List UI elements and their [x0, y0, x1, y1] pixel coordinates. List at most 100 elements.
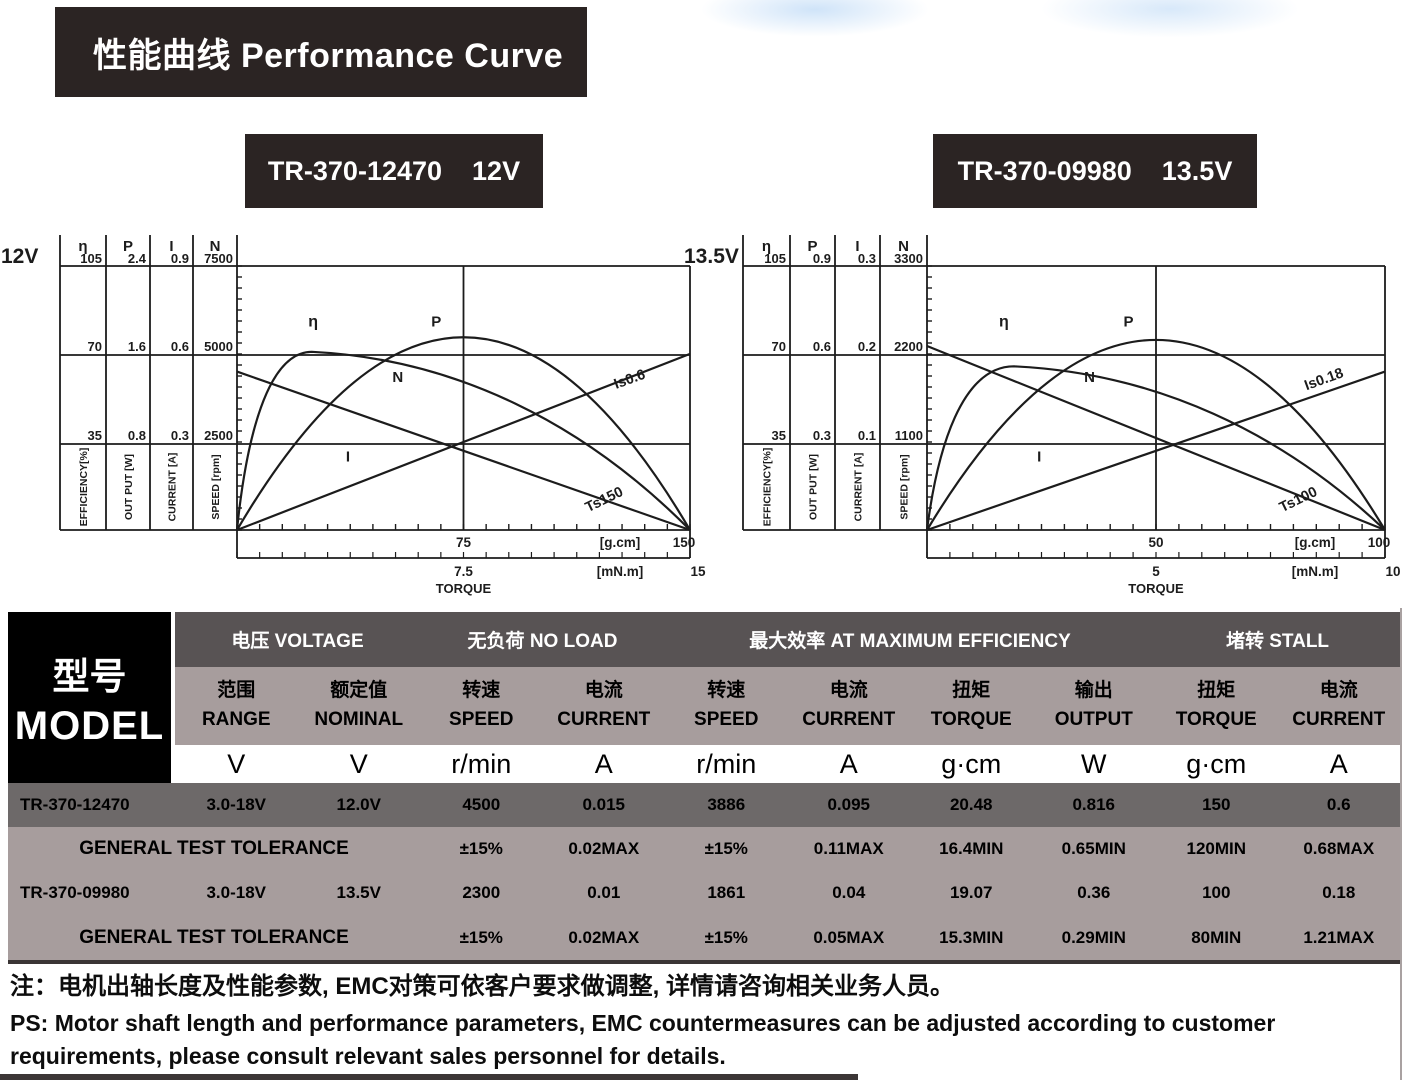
y-axis-tick: 70 — [772, 339, 786, 354]
y-axis-tick: 0.6 — [813, 339, 831, 354]
y-axis-tick: 2500 — [204, 428, 233, 443]
table-value-cell: 0.816 — [1032, 783, 1155, 827]
y-axis-unit-label: EFFICIENCY[%] — [78, 448, 90, 527]
y-axis-symbol: P — [123, 238, 133, 255]
table-value-cell: 4500 — [420, 783, 543, 827]
y-axis-tick: 5000 — [204, 339, 233, 354]
table-row-model: TR-370-12470 — [8, 783, 175, 827]
table-column-header: 扭矩 TORQUE — [910, 667, 1033, 745]
curve-label-P: P — [1124, 314, 1134, 331]
table-unit-cell: W — [1032, 745, 1155, 783]
y-axis-tick: 0.1 — [858, 428, 876, 443]
curve-label-N: N — [1084, 369, 1095, 386]
model-badge-1-model: TR-370-12470 — [267, 155, 443, 186]
table-column-header: 电流 CURRENT — [542, 667, 665, 745]
y-axis-symbol: η — [762, 238, 771, 255]
column-header-en: TORQUE — [1175, 709, 1257, 730]
column-header-en: SPEED — [449, 709, 514, 730]
stall-current-annotation: Is0.18 — [1302, 365, 1345, 394]
curve-output-P — [236, 336, 691, 531]
curve-label-I: I — [1037, 448, 1041, 465]
x-axis2-mid: 5 — [1152, 564, 1160, 579]
y-axis-tick: 3300 — [894, 251, 923, 266]
table-column-header: 范围 RANGE — [175, 667, 298, 745]
y-axis-tick: 0.9 — [813, 251, 831, 266]
column-header-cn: 电流 — [584, 680, 623, 702]
x-axis-mid: 75 — [456, 535, 472, 550]
y-axis-tick: 0.2 — [858, 339, 876, 354]
table-value-cell: 12.0V — [297, 783, 420, 827]
table-value-cell: ±15% — [665, 915, 788, 960]
y-axis-tick: 35 — [88, 428, 102, 443]
y-axis-tick: 2200 — [894, 339, 923, 354]
y-axis-tick: 0.3 — [813, 428, 831, 443]
model-badge-2-model: TR-370-09980 — [957, 155, 1132, 186]
table-value-cell: 20.48 — [910, 783, 1033, 827]
table-value-cell: 16.4MIN — [910, 827, 1033, 871]
x-axis2-mid: 7.5 — [454, 564, 473, 579]
model-header-en: MODEL — [14, 704, 165, 748]
column-header-cn: 扭矩 — [952, 680, 991, 702]
table-value-cell: 1861 — [665, 871, 788, 915]
table-column-header: 额定值 NOMINAL — [297, 667, 420, 745]
table-unit-cell: r/min — [420, 745, 543, 783]
model-badge-1: TR-370-12470 12V — [245, 134, 543, 208]
next-section-edge — [0, 1074, 858, 1080]
curve-output-P — [926, 338, 1386, 531]
y-axis-tick: 0.3 — [171, 428, 189, 443]
table-value-cell: 80MIN — [1155, 915, 1278, 960]
x-axis2-unit: [mN.m] — [1292, 564, 1339, 579]
y-axis-tick: 105 — [764, 251, 786, 266]
table-value-cell: 100 — [1155, 871, 1278, 915]
x-axis2-max: 10 — [1385, 564, 1400, 579]
table-value-cell: 0.015 — [542, 783, 665, 827]
x-axis2-max: 15 — [690, 564, 706, 579]
curve-speed-N — [926, 344, 1386, 532]
section-title-text: 性能曲线 Performance Curve — [93, 36, 564, 75]
table-value-cell: 120MIN — [1155, 827, 1278, 871]
y-axis-symbol: I — [169, 238, 173, 255]
y-axis-tick: 0.6 — [171, 339, 189, 354]
x-axis-mid: 50 — [1148, 535, 1163, 550]
y-axis-tick: 105 — [80, 251, 102, 266]
y-axis-unit-label: OUT PUT [W] — [123, 454, 135, 520]
curve-label-eta: η — [308, 314, 318, 331]
y-axis-tick: 1.6 — [128, 339, 146, 354]
table-value-cell: ±15% — [420, 915, 543, 960]
x-axis-unit: [g.cm] — [600, 535, 641, 550]
tolerance-label: GENERAL TEST TOLERANCE — [8, 827, 420, 871]
note-english-line1: PS: Motor shaft length and performance p… — [10, 1010, 1276, 1036]
note-chinese: 注：电机出轴长度及性能参数, EMC对策可依客户要求做调整, 详情请咨询相关业务… — [10, 973, 955, 1000]
curve-label-eta: η — [999, 314, 1009, 331]
table-column-header: 转速 SPEED — [420, 667, 543, 745]
table-value-cell: 0.01 — [542, 871, 665, 915]
curve-label-I: I — [346, 448, 350, 465]
table-column-header: 扭矩 TORQUE — [1155, 667, 1278, 745]
decorative-gradient — [700, 0, 930, 37]
column-header-en: SPEED — [694, 709, 759, 730]
table-value-cell: ±15% — [665, 827, 788, 871]
table-row-model: TR-370-09980 — [8, 871, 175, 915]
curve-current-I — [926, 370, 1386, 532]
model-badge-2: TR-370-09980 13.5V — [933, 134, 1257, 208]
y-axis-symbol: N — [210, 238, 221, 255]
y-axis-symbol: P — [807, 238, 817, 255]
x-axis-unit: [g.cm] — [1295, 535, 1336, 550]
y-axis-unit-label: CURRENT [A] — [853, 453, 865, 522]
y-axis-unit-label: SPEED [rpm] — [210, 454, 222, 519]
table-value-cell: 3886 — [665, 783, 788, 827]
section-title: 性能曲线 Performance Curve — [55, 7, 587, 97]
table-value-cell: 0.65MIN — [1032, 827, 1155, 871]
column-header-cn: 输出 — [1074, 680, 1113, 702]
y-axis-unit-label: SPEED [rpm] — [899, 454, 911, 519]
x-axis-title: TORQUE — [436, 581, 492, 596]
performance-chart-tr-370-09980: 13.5V η1057035EFFICIENCY[%]P0.90.60.3OUT … — [684, 235, 1401, 596]
curve-current-I — [236, 352, 691, 532]
table-value-cell: 0.02MAX — [542, 827, 665, 871]
column-header-cn: 范围 — [217, 680, 256, 702]
tolerance-label: GENERAL TEST TOLERANCE — [8, 915, 420, 960]
y-axis-tick: 1100 — [895, 428, 923, 443]
column-header-en: CURRENT — [557, 709, 651, 730]
